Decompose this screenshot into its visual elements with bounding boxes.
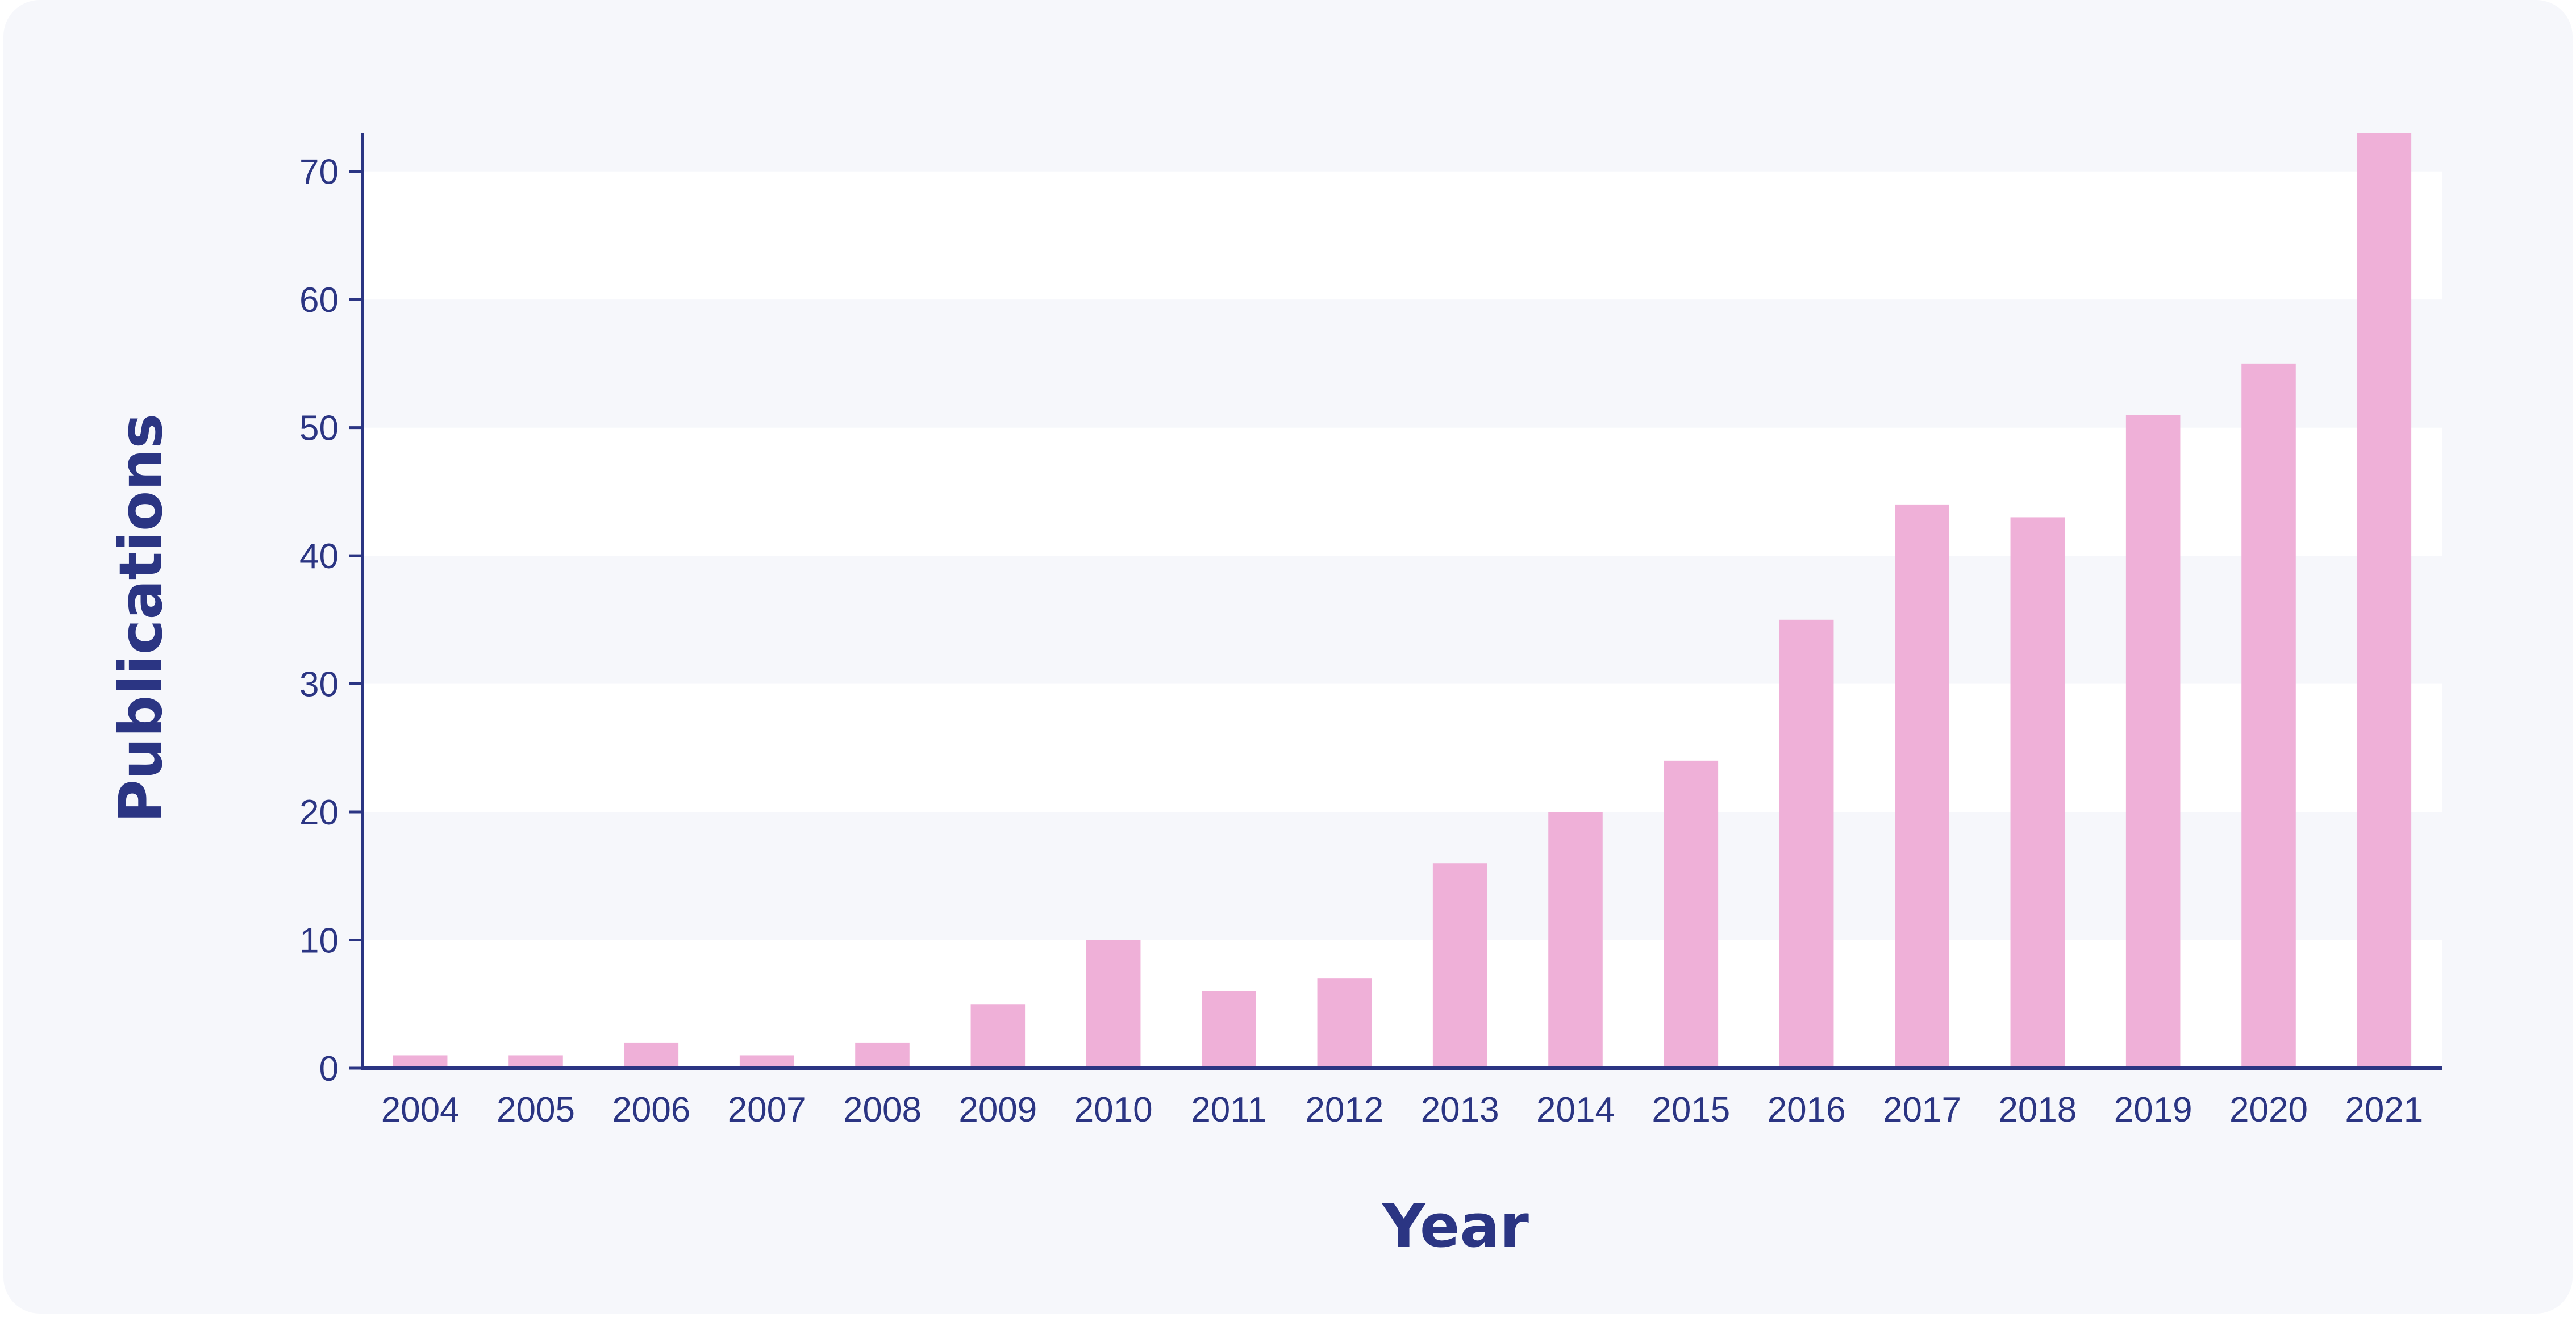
bar-2010 [1086,940,1141,1068]
grid-band [362,133,2442,172]
y-ticks: 0 10 20 30 40 50 60 70 [299,153,362,1089]
y-tick-label: 70 [299,153,339,192]
x-tick-label: 2010 [1074,1090,1153,1130]
x-tick-label: 2007 [728,1090,806,1130]
bar-2011 [1202,991,1256,1068]
x-tick-label: 2020 [2229,1090,2308,1130]
x-tick-label: 2004 [381,1090,460,1130]
bar-2018 [2010,517,2065,1068]
y-tick-label: 20 [299,793,339,832]
y-tick-label: 0 [319,1049,339,1089]
x-tick-label: 2006 [612,1090,690,1130]
bar-2015 [1664,760,1719,1068]
bar-2013 [1432,863,1487,1068]
bar-2006 [624,1042,679,1068]
bar-2021 [2357,133,2412,1068]
x-tick-label: 2012 [1305,1090,1383,1130]
bar-2016 [1779,619,1834,1068]
bar-2004 [393,1055,448,1068]
y-axis-title: Publications [106,414,176,823]
y-tick-label: 30 [299,665,339,705]
bar-2014 [1548,812,1603,1068]
y-tick-label: 10 [299,922,339,961]
x-tick-label: 2019 [2114,1090,2192,1130]
bar-2019 [2125,415,2181,1068]
y-tick-label: 50 [299,409,339,448]
x-ticks: 2004 2005 2006 2007 2008 2009 2010 2011 2012 2013… [381,1090,2424,1130]
bar-2007 [739,1055,794,1068]
bar-2005 [508,1055,563,1068]
y-tick-label: 60 [299,281,339,320]
bar-2012 [1317,978,1372,1068]
x-tick-label: 2018 [1998,1090,2077,1130]
bar-2009 [970,1004,1026,1068]
x-axis-title: Year [1381,1191,1529,1261]
grid-band [362,427,2442,556]
x-tick-label: 2016 [1768,1090,1846,1130]
grid-band [362,556,2442,684]
x-tick-label: 2008 [843,1090,922,1130]
x-tick-label: 2021 [2345,1090,2423,1130]
bar-chart: 0 10 20 30 40 50 60 70 2004 2005 2006 2007 2008 2009… [106,133,2442,1261]
x-tick-label: 2017 [1883,1090,1961,1130]
x-tick-label: 2005 [497,1090,575,1130]
grid-band [362,171,2442,300]
y-tick-label: 40 [299,537,339,576]
bars [393,133,2412,1068]
x-tick-label: 2013 [1421,1090,1499,1130]
grid-band [362,812,2442,940]
grid-band [362,940,2442,1068]
bar-2020 [2241,363,2296,1068]
chart-card: 0 10 20 30 40 50 60 70 2004 2005 2006 2007 2008 2009… [3,0,2573,1314]
x-tick-label: 2014 [1536,1090,1615,1130]
x-tick-label: 2009 [958,1090,1037,1130]
grid-band [362,683,2442,812]
bar-2008 [855,1042,910,1068]
axes [361,133,2442,1070]
bar-2017 [1895,504,1949,1068]
grid-band [362,299,2442,428]
x-tick-label: 2011 [1191,1090,1266,1130]
x-tick-label: 2015 [1652,1090,1730,1130]
grid-bands [362,133,2442,1068]
